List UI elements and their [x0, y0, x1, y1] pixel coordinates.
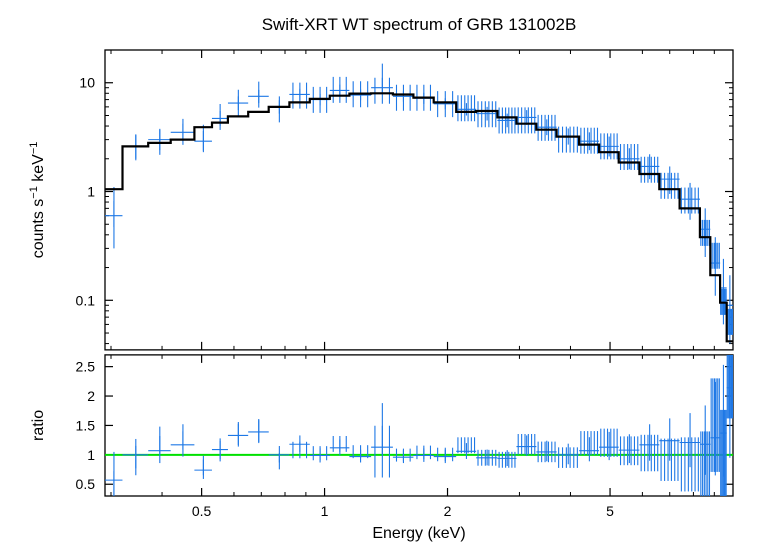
bottom-ytick-label: 1.5 — [76, 417, 96, 433]
top-ylabel: counts s−1 keV−1 — [28, 142, 47, 259]
top-ytick-label: 1 — [87, 184, 95, 200]
bottom-ytick-label: 1 — [87, 447, 95, 463]
bottom-ytick-label: 2.5 — [76, 359, 96, 375]
xtick-label: 1 — [321, 503, 329, 519]
chart-title: Swift-XRT WT spectrum of GRB 131002B — [262, 15, 577, 34]
top-ytick-label: 10 — [79, 75, 95, 91]
bottom-ytick-label: 2 — [87, 388, 95, 404]
xtick-label: 0.5 — [192, 503, 212, 519]
bottom-panel-data — [105, 355, 733, 497]
xtick-label: 2 — [444, 503, 452, 519]
top-panel-frame — [105, 50, 733, 350]
xlabel: Energy (keV) — [372, 525, 465, 542]
model-line — [105, 93, 733, 341]
top-panel-data — [105, 64, 733, 344]
bottom-ytick-label: 0.5 — [76, 476, 96, 492]
bottom-panel-frame — [105, 355, 733, 496]
xtick-label: 5 — [606, 503, 614, 519]
bottom-ylabel: ratio — [30, 410, 47, 441]
chart-container: Swift-XRT WT spectrum of GRB 131002B 0.1 1… — [0, 0, 758, 556]
spectrum-chart: Swift-XRT WT spectrum of GRB 131002B 0.1 1… — [0, 0, 758, 556]
top-ytick-label: 0.1 — [76, 292, 96, 308]
